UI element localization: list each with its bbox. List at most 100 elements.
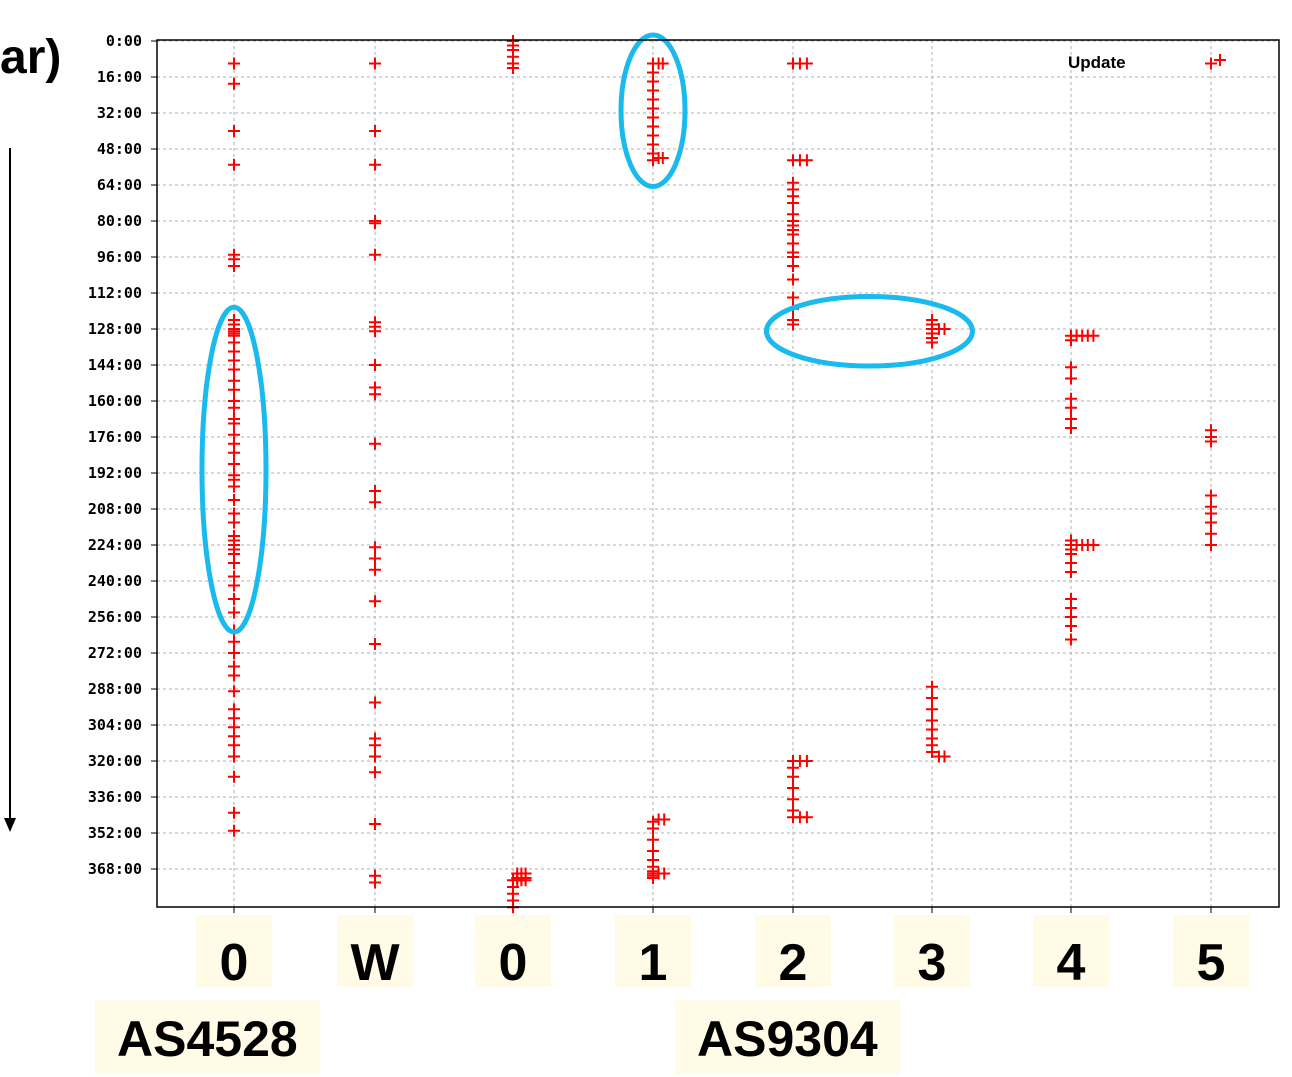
update-point — [228, 77, 240, 90]
legend-label: Update — [1068, 53, 1126, 72]
update-point — [369, 158, 381, 171]
y-tick-label: 112:00 — [88, 284, 142, 302]
highlight-ellipse — [618, 32, 688, 189]
y-tick-label: 240:00 — [88, 572, 142, 590]
update-point — [369, 485, 381, 497]
update-point — [658, 813, 671, 826]
x-column-label: 1 — [615, 915, 691, 989]
update-point — [787, 770, 799, 783]
update-point — [228, 480, 240, 493]
update-point — [228, 770, 240, 783]
update-point — [228, 401, 240, 414]
update-point — [938, 750, 951, 763]
y-tick-label: 304:00 — [88, 716, 142, 734]
update-point — [656, 152, 669, 164]
update-point — [369, 57, 381, 70]
update-point — [369, 437, 381, 450]
update-point — [519, 874, 532, 887]
update-point — [1205, 539, 1217, 551]
update-point — [228, 557, 240, 569]
update-point — [228, 260, 240, 272]
update-point — [787, 782, 799, 794]
update-point — [228, 635, 240, 648]
y-tick-label: 144:00 — [88, 356, 142, 374]
update-point — [1205, 57, 1217, 70]
update-point — [1087, 329, 1100, 342]
update-point — [228, 383, 240, 396]
y-tick-label: 352:00 — [88, 824, 142, 842]
update-point — [800, 811, 813, 824]
y-tick-label: 272:00 — [88, 644, 142, 662]
update-point — [1205, 516, 1217, 529]
marker-layer — [228, 35, 1217, 914]
update-point — [1205, 435, 1217, 448]
update-point — [228, 669, 240, 682]
grid-layer — [157, 40, 1279, 907]
update-point — [787, 793, 799, 806]
update-point — [228, 824, 240, 837]
y-tick-label: 160:00 — [88, 392, 142, 410]
update-point — [787, 197, 799, 209]
update-point — [647, 822, 659, 835]
update-point — [787, 260, 799, 272]
x-column-label: W — [337, 915, 413, 989]
x-column-label: 4 — [1033, 915, 1109, 989]
legend-update-icon — [1214, 54, 1226, 66]
highlight-layer — [199, 32, 975, 635]
update-point — [926, 746, 938, 758]
update-point — [369, 325, 381, 338]
y-tick-label: 320:00 — [88, 752, 142, 770]
update-point — [1065, 401, 1077, 414]
update-point — [800, 755, 813, 767]
update-point — [926, 336, 938, 349]
y-tick-label: 0:00 — [106, 32, 142, 50]
update-point — [228, 685, 240, 698]
update-point — [647, 154, 659, 167]
x-column-label: 0 — [196, 915, 272, 989]
y-tick-layer: 0:00 16:00 32:00 48:00 64:00 80:00 96:00 112:00… — [88, 32, 1212, 913]
update-point — [1065, 372, 1077, 385]
update-point — [369, 766, 381, 779]
y-tick-label: 32:00 — [97, 104, 142, 122]
update-point — [1065, 566, 1077, 578]
update-point — [228, 593, 240, 605]
update-point — [369, 638, 381, 650]
corner-label: ar) — [0, 31, 62, 84]
update-point — [1065, 361, 1077, 374]
y-tick-label: 80:00 — [97, 212, 142, 230]
update-point — [228, 494, 240, 506]
update-point — [228, 458, 240, 470]
update-point — [1065, 633, 1077, 646]
time-arrow-head — [4, 818, 16, 832]
update-point — [787, 318, 799, 331]
y-tick-label: 48:00 — [97, 140, 142, 158]
update-point — [1205, 489, 1217, 502]
update-point — [1205, 527, 1217, 540]
y-tick-label: 16:00 — [97, 68, 142, 86]
update-point — [228, 57, 240, 70]
update-point — [926, 680, 938, 693]
x-column-label: 5 — [1173, 915, 1249, 989]
update-point — [369, 125, 381, 137]
update-point — [369, 388, 381, 401]
x-group-label: AS9304 — [675, 1000, 900, 1074]
y-tick-label: 64:00 — [97, 176, 142, 194]
update-point — [369, 359, 381, 371]
y-tick-label: 128:00 — [88, 320, 142, 338]
update-point — [1065, 620, 1077, 632]
update-point — [369, 496, 381, 509]
update-point — [787, 291, 799, 304]
update-point — [369, 696, 381, 709]
y-tick-label: 96:00 — [97, 248, 142, 266]
update-point — [369, 248, 381, 261]
update-point — [369, 552, 381, 565]
highlight-ellipse — [763, 294, 975, 369]
update-point — [658, 867, 671, 880]
update-point — [228, 647, 240, 659]
update-point — [228, 125, 240, 137]
update-point — [507, 62, 519, 74]
x-column-label: 0 — [475, 915, 551, 989]
y-tick-label: 288:00 — [88, 680, 142, 698]
highlight-ellipse — [199, 304, 269, 635]
